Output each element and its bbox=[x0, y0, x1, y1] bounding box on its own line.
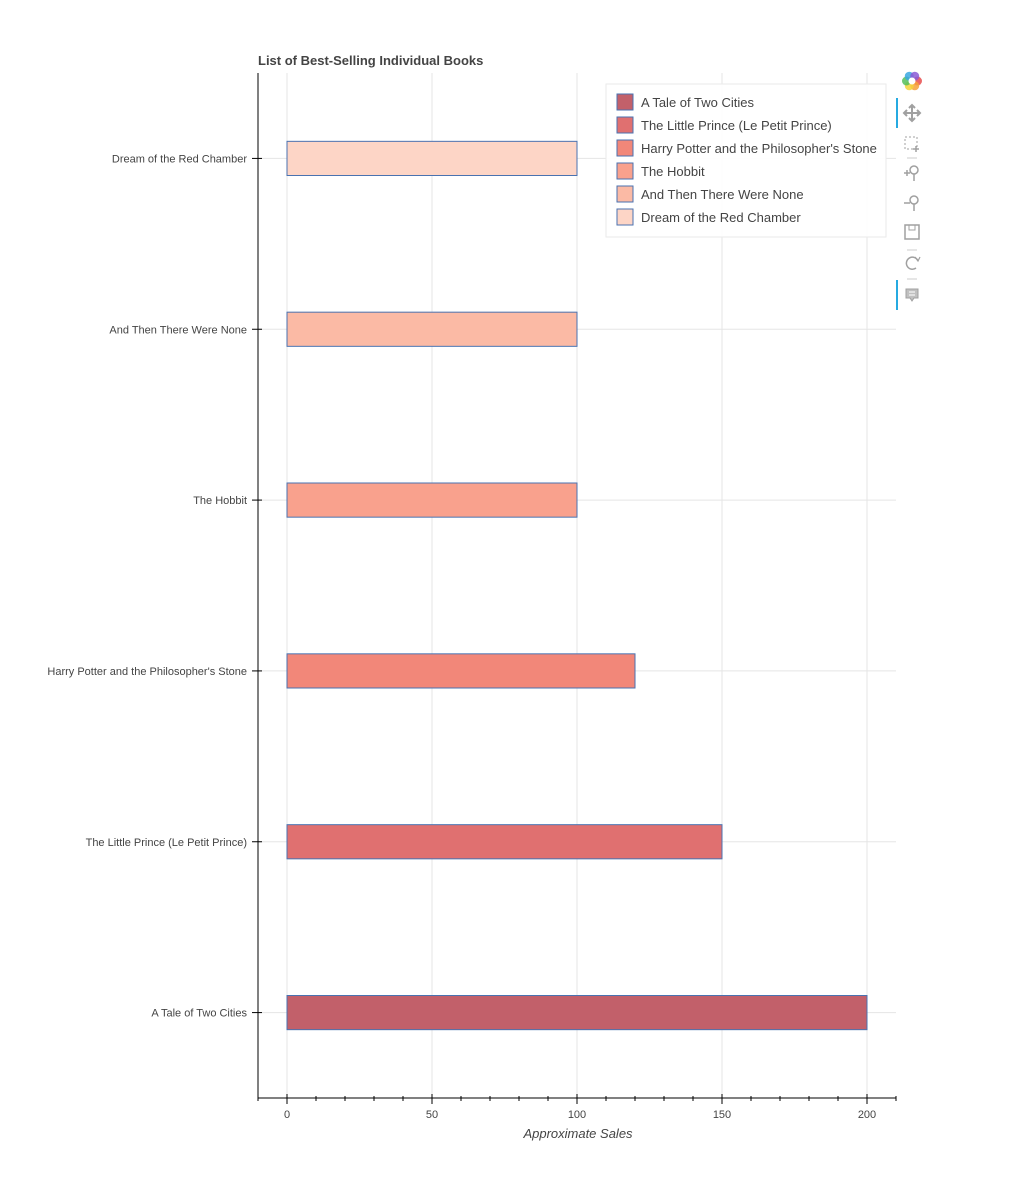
toolbar bbox=[896, 71, 922, 310]
bar[interactable] bbox=[286, 824, 723, 860]
bars bbox=[286, 140, 868, 1031]
legend-entry[interactable]: A Tale of Two Cities bbox=[641, 95, 754, 110]
box-zoom-icon[interactable] bbox=[904, 136, 919, 152]
bar[interactable] bbox=[286, 653, 636, 689]
legend-swatch bbox=[616, 208, 634, 226]
bar[interactable] bbox=[286, 311, 578, 347]
y-tick-label: A Tale of Two Cities bbox=[151, 1008, 247, 1020]
bokeh-logo-icon bbox=[902, 71, 922, 91]
legend-entry[interactable]: And Then There Were None bbox=[641, 187, 804, 202]
legend-entry[interactable]: Harry Potter and the Philosopher's Stone bbox=[641, 141, 877, 156]
save-icon[interactable] bbox=[904, 224, 920, 240]
hover-active-indicator bbox=[896, 280, 898, 310]
hover-icon[interactable] bbox=[905, 288, 919, 302]
pan-active-indicator bbox=[896, 98, 898, 128]
legend-entry[interactable]: Dream of the Red Chamber bbox=[641, 210, 801, 225]
x-tick-label: 100 bbox=[568, 1109, 586, 1121]
legend-entry[interactable]: The Little Prince (Le Petit Prince) bbox=[641, 118, 832, 133]
x-tick-label: 50 bbox=[426, 1109, 438, 1121]
y-tick-label: And Then There Were None bbox=[109, 324, 247, 336]
x-tick-label: 0 bbox=[284, 1109, 290, 1121]
chart-title: List of Best-Selling Individual Books bbox=[258, 53, 483, 68]
axes: 0 50 100 150 200 A Tale of Two Cities The Litt… bbox=[47, 73, 897, 1121]
legend-swatch bbox=[616, 162, 634, 180]
bar[interactable] bbox=[286, 995, 868, 1031]
x-tick-label: 150 bbox=[713, 1109, 731, 1121]
legend-swatch bbox=[616, 116, 634, 134]
zoom-in-icon[interactable] bbox=[904, 165, 919, 181]
y-tick-label: The Little Prince (Le Petit Prince) bbox=[86, 837, 247, 849]
bar[interactable] bbox=[286, 140, 578, 176]
y-tick-label: Dream of the Red Chamber bbox=[112, 153, 247, 165]
legend-swatch bbox=[616, 139, 634, 157]
x-tick-label: 200 bbox=[858, 1109, 876, 1121]
legend-entry[interactable]: The Hobbit bbox=[641, 164, 705, 179]
legend-swatch bbox=[616, 185, 634, 203]
y-tick-label: Harry Potter and the Philosopher's Stone bbox=[47, 666, 247, 678]
zoom-out-icon[interactable] bbox=[904, 195, 919, 211]
y-tick-label: The Hobbit bbox=[193, 495, 247, 507]
legend: A Tale of Two Cities The Little Prince (L… bbox=[605, 83, 887, 238]
pan-icon[interactable] bbox=[902, 103, 922, 123]
reset-icon[interactable] bbox=[905, 256, 921, 270]
bar[interactable] bbox=[286, 482, 578, 518]
x-axis-label: Approximate Sales bbox=[522, 1126, 633, 1141]
legend-swatch bbox=[616, 93, 634, 111]
legend-box bbox=[605, 83, 887, 238]
